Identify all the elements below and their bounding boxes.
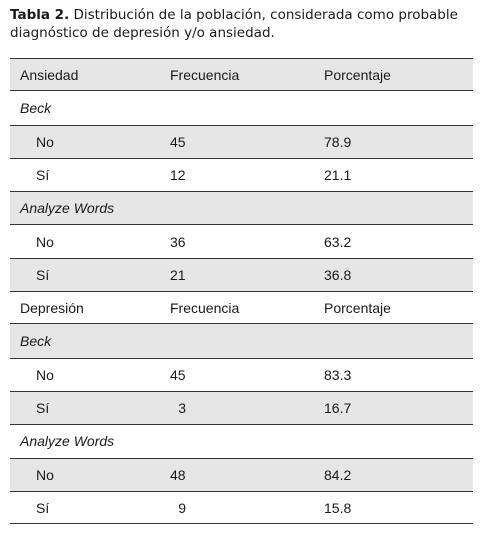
table-row: Sí 21 36.8	[10, 257, 473, 292]
row-label: No	[36, 366, 54, 383]
group-name: Beck	[20, 333, 52, 350]
data-table: Ansiedad Frecuencia Porcentaje Beck No 4…	[10, 58, 473, 525]
table-header-row: Ansiedad Frecuencia Porcentaje	[10, 58, 473, 92]
row-label: No	[36, 466, 54, 483]
group-name: Analyze Words	[20, 200, 115, 217]
header-cell-category: Depresión	[20, 299, 84, 316]
table-row: No 48 84.2	[10, 457, 473, 491]
row-frequency: 12	[170, 167, 186, 184]
row-frequency: 45	[170, 366, 186, 383]
row-frequency: 48	[170, 466, 186, 483]
table-row: No 36 63.2	[10, 224, 473, 257]
table-row: Sí 9 15.8	[10, 490, 473, 525]
row-percentage: 36.8	[324, 266, 352, 283]
row-percentage: 15.8	[324, 499, 352, 516]
table-caption: Tabla 2. Distribución de la población, c…	[10, 6, 474, 42]
row-frequency: 45	[170, 133, 186, 150]
caption-text-line2: diagnóstico de depresión y/o ansiedad.	[10, 25, 275, 41]
row-frequency-cell: 3	[170, 392, 186, 424]
row-frequency: 9	[178, 499, 186, 516]
header-cell-porcentaje: Porcentaje	[324, 66, 391, 83]
row-percentage: 21.1	[324, 167, 352, 184]
group-row: Analyze Words	[10, 191, 473, 225]
row-frequency: 36	[170, 233, 186, 250]
header-cell-frecuencia: Frecuencia	[170, 66, 240, 83]
table-row: Sí 3 16.7	[10, 390, 473, 425]
row-frequency: 3	[178, 400, 186, 417]
row-frequency: 21	[170, 266, 186, 283]
group-name: Beck	[20, 99, 52, 116]
caption-text-line1: Distribución de la población, considerad…	[69, 7, 458, 23]
row-label: No	[36, 233, 54, 250]
row-frequency-cell: 9	[170, 492, 186, 523]
row-percentage: 84.2	[324, 466, 352, 483]
table-header-row: Depresión Frecuencia Porcentaje	[10, 291, 473, 325]
row-percentage: 83.3	[324, 366, 352, 383]
group-name: Analyze Words	[20, 433, 115, 450]
row-label: Sí	[36, 266, 50, 283]
group-row: Beck	[10, 324, 473, 358]
table-row: Sí 12 21.1	[10, 157, 473, 191]
table-row: No 45 78.9	[10, 124, 473, 158]
row-percentage: 78.9	[324, 133, 352, 150]
row-label: No	[36, 133, 54, 150]
group-row: Analyze Words	[10, 424, 473, 457]
row-label: Sí	[36, 167, 50, 184]
header-cell-porcentaje: Porcentaje	[324, 299, 391, 316]
row-label: Sí	[36, 400, 50, 417]
row-percentage: 16.7	[324, 400, 352, 417]
row-label: Sí	[36, 499, 50, 516]
row-percentage: 63.2	[324, 233, 352, 250]
table-row: No 45 83.3	[10, 357, 473, 391]
group-row: Beck	[10, 91, 473, 124]
caption-label: Tabla 2.	[10, 7, 70, 23]
header-cell-category: Ansiedad	[20, 66, 79, 83]
header-cell-frecuencia: Frecuencia	[170, 299, 240, 316]
